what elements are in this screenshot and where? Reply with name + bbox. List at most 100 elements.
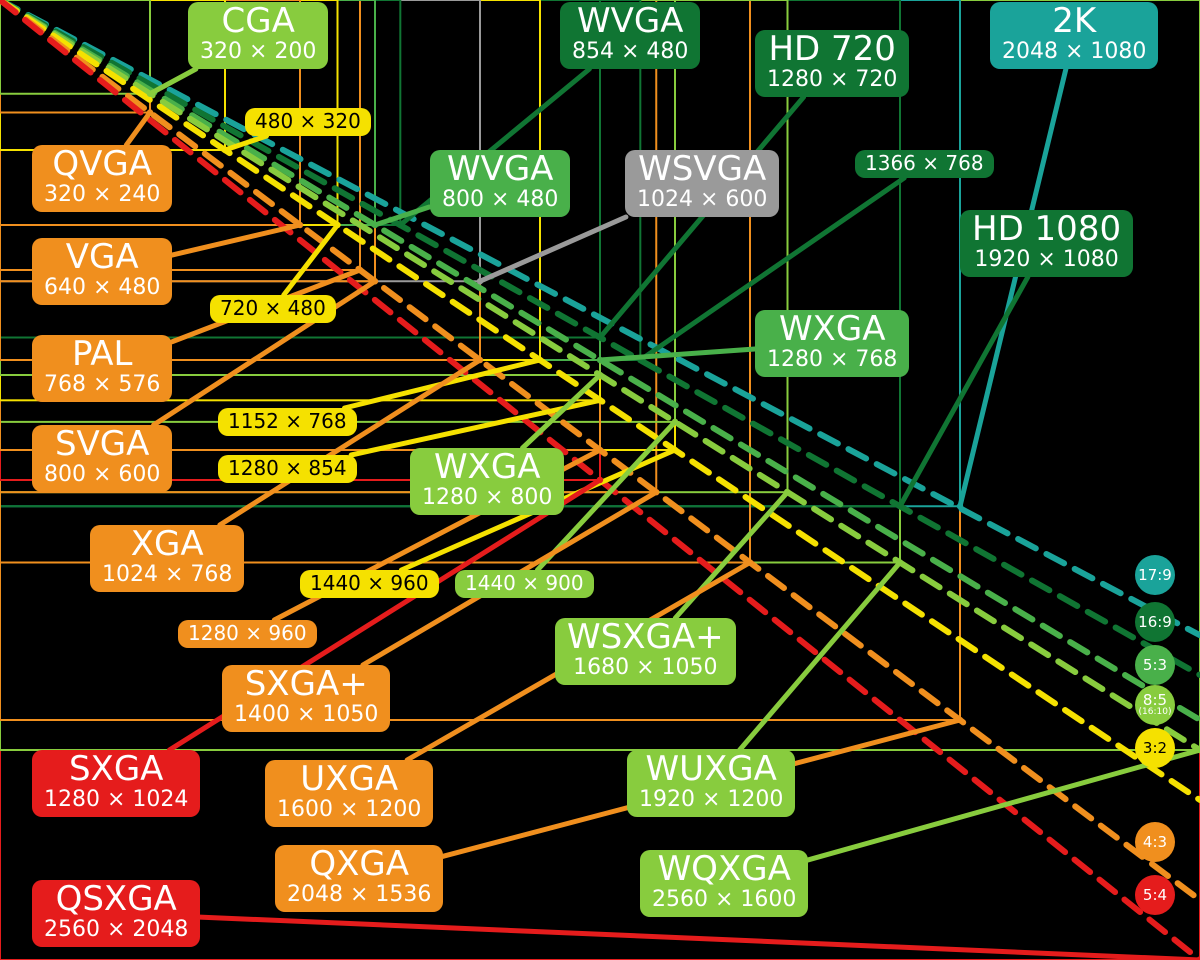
resolution-dimensions: 1920 × 1080: [972, 248, 1121, 271]
resolution-label: QXGA2048 × 1536: [275, 845, 443, 912]
resolution-name: WXGA: [422, 450, 552, 486]
aspect-ratio-legend: 17:9: [1135, 555, 1175, 595]
leader-line: [523, 375, 600, 448]
resolution-label: VGA640 × 480: [32, 238, 172, 305]
resolution-dimensions: 1280 × 854: [228, 458, 347, 479]
resolution-corner: [397, 222, 403, 228]
resolution-label: 480 × 320: [245, 108, 371, 136]
resolution-name: WSVGA: [637, 152, 767, 188]
resolution-name: XGA: [102, 527, 232, 563]
leader-line: [675, 492, 787, 618]
aspect-ratio-sublabel: (16:10): [1139, 708, 1172, 717]
resolution-corner: [477, 357, 483, 363]
resolution-corner: [957, 717, 963, 723]
resolution-label: HD 10801920 × 1080: [960, 210, 1133, 277]
aspect-ratio-label: 17:9: [1138, 568, 1172, 583]
resolution-label: 1280 × 960: [178, 620, 317, 648]
resolution-dimensions: 1366 × 768: [865, 153, 984, 174]
leader-line: [960, 69, 1066, 506]
resolution-label: PAL768 × 576: [32, 335, 172, 402]
resolution-name: WVGA: [442, 152, 558, 188]
resolution-corner: [372, 222, 378, 228]
aspect-ratio-legend: 4:3: [1135, 822, 1175, 862]
resolution-dimensions: 720 × 480: [220, 298, 326, 319]
resolution-corner: [537, 357, 543, 363]
resolution-label: QSXGA2560 × 2048: [32, 880, 200, 947]
resolution-label: CGA320 × 200: [188, 2, 328, 69]
resolution-dimensions: 768 × 576: [44, 373, 160, 396]
resolution-label: 1152 × 768: [218, 408, 357, 436]
resolution-corner: [747, 559, 753, 565]
resolution-name: SVGA: [44, 427, 160, 463]
resolution-label: QVGA320 × 240: [32, 145, 172, 212]
resolution-corner: [597, 477, 603, 483]
resolution-label: HD 7201280 × 720: [755, 30, 909, 97]
resolution-corner: [897, 503, 903, 509]
resolution-dimensions: 1152 × 768: [228, 411, 347, 432]
resolution-dimensions: 1280 × 800: [422, 486, 552, 509]
resolution-corner: [334, 222, 340, 228]
resolution-name: WXGA: [767, 312, 897, 348]
resolution-label: 720 × 480: [210, 295, 336, 323]
resolution-corner: [597, 334, 603, 340]
leader-line: [126, 113, 150, 146]
resolution-corner: [147, 91, 153, 97]
resolution-dimensions: 1280 × 1024: [44, 788, 188, 811]
resolution-name: QVGA: [44, 147, 160, 183]
resolution-dimensions: 2560 × 2048: [44, 918, 188, 941]
resolution-dimensions: 1024 × 768: [102, 563, 232, 586]
resolution-label: WSVGA1024 × 600: [625, 150, 779, 217]
resolution-dimensions: 1280 × 768: [767, 348, 897, 371]
aspect-ratio-label: 8:5: [1143, 693, 1167, 708]
resolution-label: WQXGA2560 × 1600: [640, 850, 808, 917]
resolution-dimensions: 320 × 240: [44, 183, 160, 206]
aspect-ratio-label: 16:9: [1138, 615, 1172, 630]
resolution-dimensions: 2048 × 1080: [1002, 40, 1146, 63]
resolution-corner: [147, 109, 153, 115]
resolution-name: UXGA: [277, 762, 421, 798]
resolution-corner: [653, 489, 659, 495]
resolution-dimensions: 2048 × 1536: [287, 883, 431, 906]
resolution-label: 1366 × 768: [855, 150, 994, 178]
resolution-dimensions: 1920 × 1200: [639, 788, 783, 811]
resolution-corner: [372, 278, 378, 284]
resolution-dimensions: 1280 × 720: [767, 68, 897, 91]
aspect-ratio-legend: 3:2: [1135, 728, 1175, 768]
resolution-label: UXGA1600 × 1200: [265, 760, 433, 827]
resolution-label: 1280 × 854: [218, 455, 357, 483]
resolution-corner: [672, 447, 678, 453]
resolution-label: SVGA800 × 600: [32, 425, 172, 492]
resolution-label: WVGA800 × 480: [430, 150, 570, 217]
resolution-label: XGA1024 × 768: [90, 525, 244, 592]
resolution-name: WSXGA+: [567, 620, 724, 656]
resolution-corner: [597, 397, 603, 403]
resolution-name: QXGA: [287, 847, 431, 883]
resolution-label: WSXGA+1680 × 1050: [555, 618, 736, 685]
aspect-ratio-label: 3:2: [1143, 741, 1167, 756]
resolution-corner: [357, 267, 363, 273]
resolution-label: 1440 × 960: [300, 570, 439, 598]
aspect-ratio-label: 5:4: [1143, 888, 1167, 903]
resolution-dimensions: 1440 × 960: [310, 573, 429, 594]
resolution-corner: [597, 372, 603, 378]
resolution-name: CGA: [200, 4, 316, 40]
resolution-corner: [897, 559, 903, 565]
resolution-dimensions: 1400 × 1050: [234, 703, 378, 726]
resolution-corner: [672, 419, 678, 425]
resolution-dimensions: 1280 × 960: [188, 623, 307, 644]
resolution-dimensions: 640 × 480: [44, 276, 160, 299]
resolution-dimensions: 1600 × 1200: [277, 798, 421, 821]
resolution-dimensions: 800 × 600: [44, 463, 160, 486]
leader-line: [200, 917, 1200, 960]
resolution-corner: [957, 503, 963, 509]
leader-line: [900, 277, 1028, 506]
resolution-dimensions: 1440 × 900: [465, 573, 584, 594]
resolution-label: WXGA1280 × 800: [410, 448, 564, 515]
resolution-name: VGA: [44, 240, 160, 276]
resolution-dimensions: 2560 × 1600: [652, 888, 796, 911]
aspect-ratio-legend: 16:9: [1135, 602, 1175, 642]
resolution-corner: [297, 222, 303, 228]
resolution-dimensions: 480 × 320: [255, 111, 361, 132]
resolution-corner: [597, 447, 603, 453]
aspect-ratio-legend: 5:3: [1135, 645, 1175, 685]
